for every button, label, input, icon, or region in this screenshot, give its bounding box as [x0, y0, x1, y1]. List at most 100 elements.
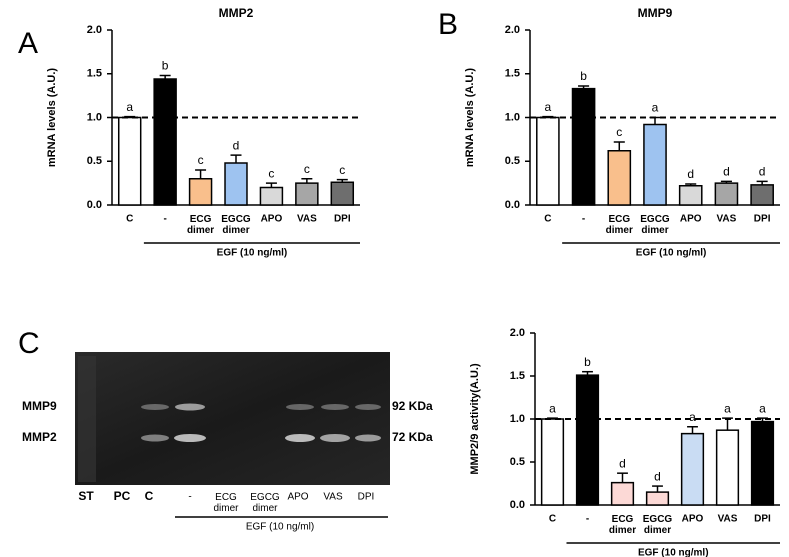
significance-letter: c [339, 163, 345, 177]
significance-letter: a [545, 100, 552, 114]
y-tick-label: 1.5 [505, 68, 520, 80]
bar [153, 78, 177, 206]
bar [188, 178, 213, 206]
x-tick-label: APO [261, 214, 283, 225]
group-label: EGF (10 ng/ml) [246, 522, 314, 533]
significance-letter: a [549, 401, 556, 415]
y-tick-label: 0.5 [505, 155, 520, 167]
lane-label: EGCG dimer [250, 492, 280, 514]
x-tick-label: DPI [754, 214, 771, 225]
x-tick-label: APO [680, 214, 702, 225]
significance-letter: d [687, 167, 694, 181]
x-tick-label: C [549, 514, 556, 525]
significance-letter: c [304, 162, 310, 176]
group-label: EGF (10 ng/ml) [217, 248, 288, 259]
significance-letter: c [616, 125, 622, 139]
y-tick-label: 2.0 [87, 24, 102, 36]
y-tick-label: 1.0 [87, 111, 102, 123]
band-label: MMP2 [22, 430, 57, 444]
panel-letter: C [18, 327, 40, 360]
bar [295, 182, 319, 206]
significance-letter: d [654, 469, 661, 483]
y-axis-label: MMP2/9 activity(A.U.) [469, 363, 481, 475]
bar [610, 481, 635, 506]
x-tick-label: - [582, 214, 585, 225]
lane-label: ST [78, 489, 94, 503]
y-tick-label: 1.0 [505, 111, 520, 123]
bar [750, 420, 775, 506]
x-tick-label: - [586, 514, 589, 525]
x-tick-label: - [163, 214, 166, 225]
bar [680, 432, 705, 506]
significance-letter: d [233, 138, 240, 152]
y-tick-label: 1.5 [87, 68, 102, 80]
y-tick-label: 1.0 [510, 413, 525, 425]
lane-label: PC [114, 489, 131, 503]
y-tick-label: 0.5 [510, 456, 525, 468]
y-tick-label: 0.0 [505, 199, 520, 211]
chart-title: MMP9 [638, 6, 673, 20]
lane-label: DPI [358, 492, 375, 503]
x-tick-label: DPI [334, 214, 351, 225]
significance-letter: d [723, 165, 730, 179]
x-tick-label: VAS [717, 214, 737, 225]
y-tick-label: 2.0 [510, 327, 525, 339]
bar [575, 374, 600, 506]
significance-letter: c [268, 166, 274, 180]
significance-letter: b [162, 59, 169, 73]
gel-image [75, 352, 390, 485]
bar [259, 186, 284, 206]
lane-label: VAS [323, 492, 343, 503]
x-tick-label: EGCG dimer [221, 214, 251, 236]
significance-letter: b [580, 69, 587, 83]
significance-letter: a [689, 410, 696, 424]
chart-title: MMP2 [219, 6, 254, 20]
size-label: 72 KDa [392, 430, 433, 444]
bar [540, 418, 565, 506]
lane-label: APO [287, 492, 308, 503]
x-tick-label: C [544, 214, 551, 225]
y-axis-label: mRNA levels (A.U.) [464, 68, 476, 168]
lane-label: C [145, 489, 154, 503]
x-tick-label: DPI [754, 514, 771, 525]
group-label: EGF (10 ng/ml) [638, 548, 709, 557]
lane-label: - [188, 492, 191, 503]
bar [714, 182, 739, 206]
x-tick-label: ECG dimer [609, 514, 636, 536]
group-label: EGF (10 ng/ml) [636, 248, 707, 259]
y-tick-label: 0.0 [87, 199, 102, 211]
x-tick-label: VAS [297, 214, 317, 225]
lane-label: ECG dimer [213, 492, 239, 514]
band-label: MMP9 [22, 399, 57, 413]
significance-letter: c [198, 153, 204, 167]
y-tick-label: 1.5 [510, 370, 525, 382]
y-tick-label: 0.5 [87, 155, 102, 167]
significance-letter: b [584, 355, 591, 369]
y-axis-label: mRNA levels (A.U.) [46, 68, 58, 168]
bar [330, 181, 355, 206]
bar [571, 87, 596, 206]
significance-letter: d [759, 165, 766, 179]
significance-letter: a [724, 401, 731, 415]
x-tick-label: C [126, 214, 133, 225]
bar [750, 184, 774, 206]
x-tick-label: APO [682, 514, 704, 525]
significance-letter: a [759, 401, 766, 415]
panel-letter: A [18, 27, 38, 60]
x-tick-label: VAS [718, 514, 738, 525]
x-tick-label: EGCG dimer [640, 214, 670, 236]
size-label: 92 KDa [392, 399, 433, 413]
significance-letter: a [652, 101, 659, 115]
bar [224, 162, 248, 206]
bar [643, 123, 667, 206]
significance-letter: d [619, 456, 626, 470]
bar [645, 491, 670, 506]
x-tick-label: ECG dimer [187, 214, 214, 236]
bar [678, 185, 703, 206]
bar [715, 429, 740, 506]
x-tick-label: EGCG dimer [643, 514, 673, 536]
bar [536, 116, 560, 206]
y-tick-label: 2.0 [505, 24, 520, 36]
y-tick-label: 0.0 [510, 499, 525, 511]
